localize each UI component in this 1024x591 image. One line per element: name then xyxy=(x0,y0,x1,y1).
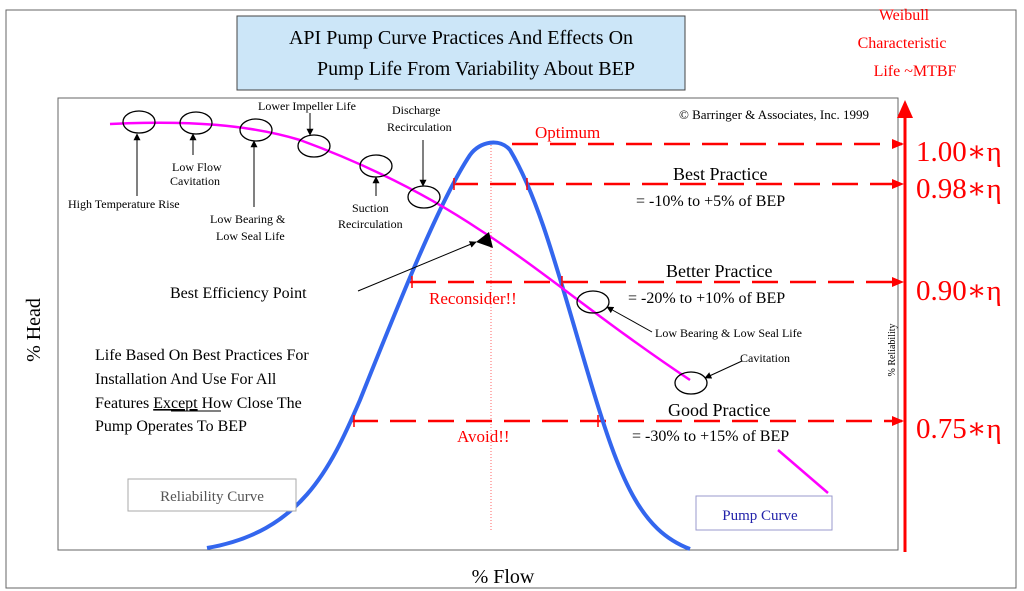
pump-curve-label-box xyxy=(695,495,833,531)
pump-curve xyxy=(109,121,691,382)
level-value-best: 0.98∗η xyxy=(916,173,1002,205)
level-arrow-better xyxy=(892,277,904,287)
circle-lower-impeller xyxy=(297,134,331,158)
y-axis-label: % Head xyxy=(23,298,45,362)
level-label-better: Better Practice xyxy=(666,261,772,281)
level-label-best: Best Practice xyxy=(673,164,767,184)
outer-frame xyxy=(5,9,1017,589)
label-lower-impeller: Lower Impeller Life xyxy=(258,99,356,113)
reliability-curve-label: Reliability Curve xyxy=(160,489,264,505)
label-right-low-bearing: Low Bearing & Low Seal Life xyxy=(655,326,802,340)
effect-arrows xyxy=(133,113,743,379)
note-line-4: Pump Operates To BEP xyxy=(95,418,247,435)
note-line-3: Features Except How Close The xyxy=(95,395,302,412)
note-line-3-emphasis: Except xyxy=(153,395,198,412)
reliability-curve xyxy=(206,140,691,551)
label-low-bearing-1: Low Bearing & xyxy=(210,212,286,226)
reliability-axis-label: % Reliability xyxy=(887,323,898,376)
bep-marker xyxy=(476,232,493,248)
title-line-1: API Pump Curve Practices And Effects On xyxy=(289,27,633,49)
arrow-right-cavitation xyxy=(704,360,743,379)
label-high-temp: High Temperature Rise xyxy=(68,197,180,211)
circle-right-cavitation xyxy=(674,371,708,395)
level-range-best: = -10% to +5% of BEP xyxy=(636,193,785,210)
copyright-text: © Barringer & Associates, Inc. 1999 xyxy=(679,107,869,122)
label-low-bearing-2: Low Seal Life xyxy=(216,229,285,243)
level-label-good: Good Practice xyxy=(668,400,770,420)
level-intersection-ticks xyxy=(353,178,599,427)
weibull-label-line-3: Life ~MTBF xyxy=(874,63,957,80)
bep-pointer xyxy=(357,241,477,292)
note-line-3-a: Features xyxy=(95,395,153,412)
label-right-cavitation: Cavitation xyxy=(740,351,790,365)
level-arrow-best xyxy=(892,179,904,189)
level-range-good: = -30% to +15% of BEP xyxy=(632,428,789,445)
plot-frame xyxy=(57,97,899,551)
pump-curve-label: Pump Curve xyxy=(722,508,798,524)
level-arrow-optimum xyxy=(892,139,904,149)
label-suction-recirc-1: Suction xyxy=(352,201,389,215)
title-line-2: Pump Life From Variability About BEP xyxy=(317,58,635,80)
title-box xyxy=(236,15,686,91)
label-low-flow-1: Low Flow xyxy=(172,160,222,174)
label-discharge-recirc-1: Discharge xyxy=(392,103,440,117)
arrow-right-low-bearing xyxy=(606,306,653,333)
level-label-optimum: Optimum xyxy=(535,123,600,142)
weibull-label-line-2: Characteristic xyxy=(858,35,947,52)
label-low-flow-2: Cavitation xyxy=(170,174,220,188)
weibull-label-line-1: Weibull xyxy=(879,7,930,24)
circle-right-low-bearing xyxy=(576,290,610,314)
level-range-better: = -20% to +10% of BEP xyxy=(628,290,785,307)
circle-high-temp xyxy=(122,110,156,134)
x-axis-label: % Flow xyxy=(472,566,535,588)
level-value-good: 0.75∗η xyxy=(916,413,1002,445)
level-value-better: 0.90∗η xyxy=(916,275,1002,307)
note-line-3-c: How Close The xyxy=(198,395,302,412)
note-line-1: Life Based On Best Practices For xyxy=(95,347,309,364)
label-discharge-recirc-2: Recirculation xyxy=(387,120,452,134)
level-note-avoid: Avoid!! xyxy=(457,427,510,446)
level-note-reconsider: Reconsider!! xyxy=(429,289,517,308)
level-value-optimum: 1.00∗η xyxy=(916,136,1002,168)
note-line-2: Installation And Use For All xyxy=(95,371,277,388)
reliability-axis-arrowhead xyxy=(897,100,913,118)
pump-curve-callout-line xyxy=(777,449,829,494)
level-arrow-good xyxy=(892,416,904,426)
reliability-curve-label-box xyxy=(127,478,297,512)
label-suction-recirc-2: Recirculation xyxy=(338,217,403,231)
bep-label: Best Efficiency Point xyxy=(170,285,307,302)
